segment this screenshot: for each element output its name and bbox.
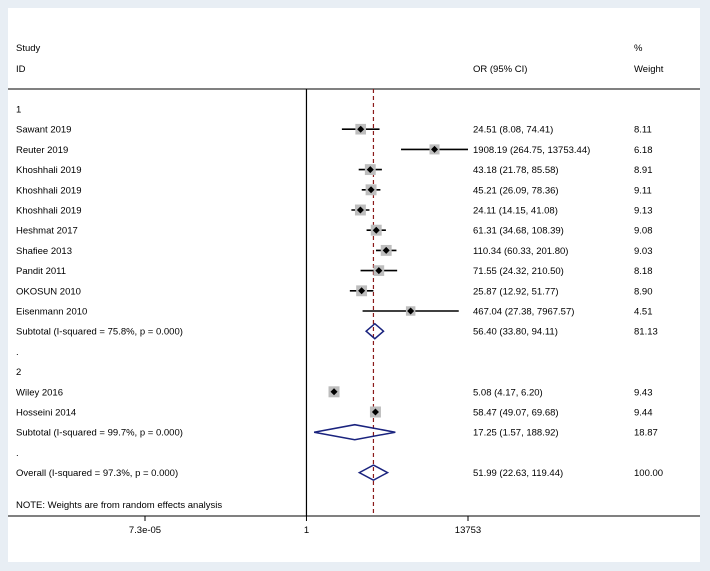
weight-text: 8.90 [634, 286, 653, 297]
point-estimate [358, 287, 366, 295]
weight-text: 9.13 [634, 206, 653, 217]
group-label: 1 [16, 105, 21, 116]
study-label: Shafiee 2013 [16, 246, 72, 257]
point-estimate [407, 307, 415, 315]
ci-text: 467.04 (27.38, 7967.57) [473, 307, 574, 318]
group-label: 2 [16, 367, 21, 378]
overall-diamond [357, 464, 390, 481]
study-label: Eisenmann 2010 [16, 307, 87, 318]
weight-text: 6.18 [634, 145, 653, 156]
point-estimate [431, 145, 439, 153]
weight-text: 18.87 [634, 428, 658, 439]
weight-text: 8.18 [634, 266, 653, 277]
ci-text: 17.25 (1.57, 188.92) [473, 428, 559, 439]
study-label: Khoshhali 2019 [16, 185, 82, 196]
ci-text: 1908.19 (264.75, 13753.44) [473, 145, 590, 156]
point-estimate [366, 166, 374, 174]
point-estimate [372, 226, 380, 234]
study-label: Sawant 2019 [16, 125, 71, 136]
header-or: OR (95% CI) [473, 64, 527, 75]
axis-tick-label: 13753 [455, 525, 481, 536]
ci-text: 5.08 (4.17, 6.20) [473, 387, 543, 398]
ci-text: 56.40 (33.80, 94.11) [473, 327, 558, 338]
weight-text: 8.11 [634, 125, 652, 136]
point-estimate [357, 125, 365, 133]
axis-tick-label: 7.3e-05 [129, 525, 161, 536]
footnote: NOTE: Weights are from random effects an… [16, 500, 222, 511]
spacer-dot: . [16, 347, 19, 358]
header-weight: Weight [634, 64, 664, 75]
weight-text: 100.00 [634, 468, 663, 479]
study-label: OKOSUN 2010 [16, 286, 81, 297]
study-label: Khoshhali 2019 [16, 206, 82, 217]
ci-text: 110.34 (60.33, 201.80) [473, 246, 568, 257]
header-id: ID [16, 64, 26, 75]
point-estimate [367, 186, 375, 194]
weight-text: 81.13 [634, 327, 658, 338]
header-study: Study [16, 43, 41, 54]
ci-text: 24.51 (8.08, 74.41) [473, 125, 553, 136]
subtotal-label: Subtotal (I-squared = 99.7%, p = 0.000) [16, 428, 183, 439]
point-estimate [371, 408, 379, 416]
ci-text: 45.21 (26.09, 78.36) [473, 185, 559, 196]
point-estimate [375, 267, 383, 275]
ci-text: 51.99 (22.63, 119.44) [473, 468, 563, 479]
weight-text: 4.51 [634, 307, 653, 318]
ci-text: 43.18 (21.78, 85.58) [473, 165, 559, 176]
forest-plot: Study ID OR (95% CI) % Weight 7.3e-05 1 13… [8, 43, 700, 536]
weight-text: 9.08 [634, 226, 653, 237]
point-estimate [330, 388, 338, 396]
study-label: Khoshhali 2019 [16, 165, 82, 176]
study-label: Pandit 2011 [16, 266, 66, 277]
study-label: Wiley 2016 [16, 387, 63, 398]
axis-tick-label: 1 [304, 525, 309, 536]
weight-text: 9.03 [634, 246, 653, 257]
weight-text: 9.44 [634, 408, 653, 419]
forest-plot-panel: Study ID OR (95% CI) % Weight 7.3e-05 1 13… [8, 8, 700, 562]
spacer-dot: . [16, 448, 19, 459]
weight-text: 9.43 [634, 387, 653, 398]
header-weight-pct: % [634, 43, 643, 54]
subtotal-diamond [313, 423, 396, 441]
ci-text: 24.11 (14.15, 41.08) [473, 206, 558, 217]
study-label: Reuter 2019 [16, 145, 68, 156]
ci-text: 71.55 (24.32, 210.50) [473, 266, 564, 277]
study-label: Heshmat 2017 [16, 226, 78, 237]
subtotal-diamond [364, 322, 385, 340]
weight-text: 9.11 [634, 185, 652, 196]
ci-text: 61.31 (34.68, 108.39) [473, 226, 564, 237]
ci-text: 58.47 (49.07, 69.68) [473, 408, 559, 419]
point-estimate [356, 206, 364, 214]
subtotal-label: Subtotal (I-squared = 75.8%, p = 0.000) [16, 327, 183, 338]
point-estimate [382, 246, 390, 254]
study-label: Hosseini 2014 [16, 408, 76, 419]
overall-label: Overall (I-squared = 97.3%, p = 0.000) [16, 468, 178, 479]
ci-text: 25.87 (12.92, 51.77) [473, 286, 559, 297]
weight-text: 8.91 [634, 165, 653, 176]
